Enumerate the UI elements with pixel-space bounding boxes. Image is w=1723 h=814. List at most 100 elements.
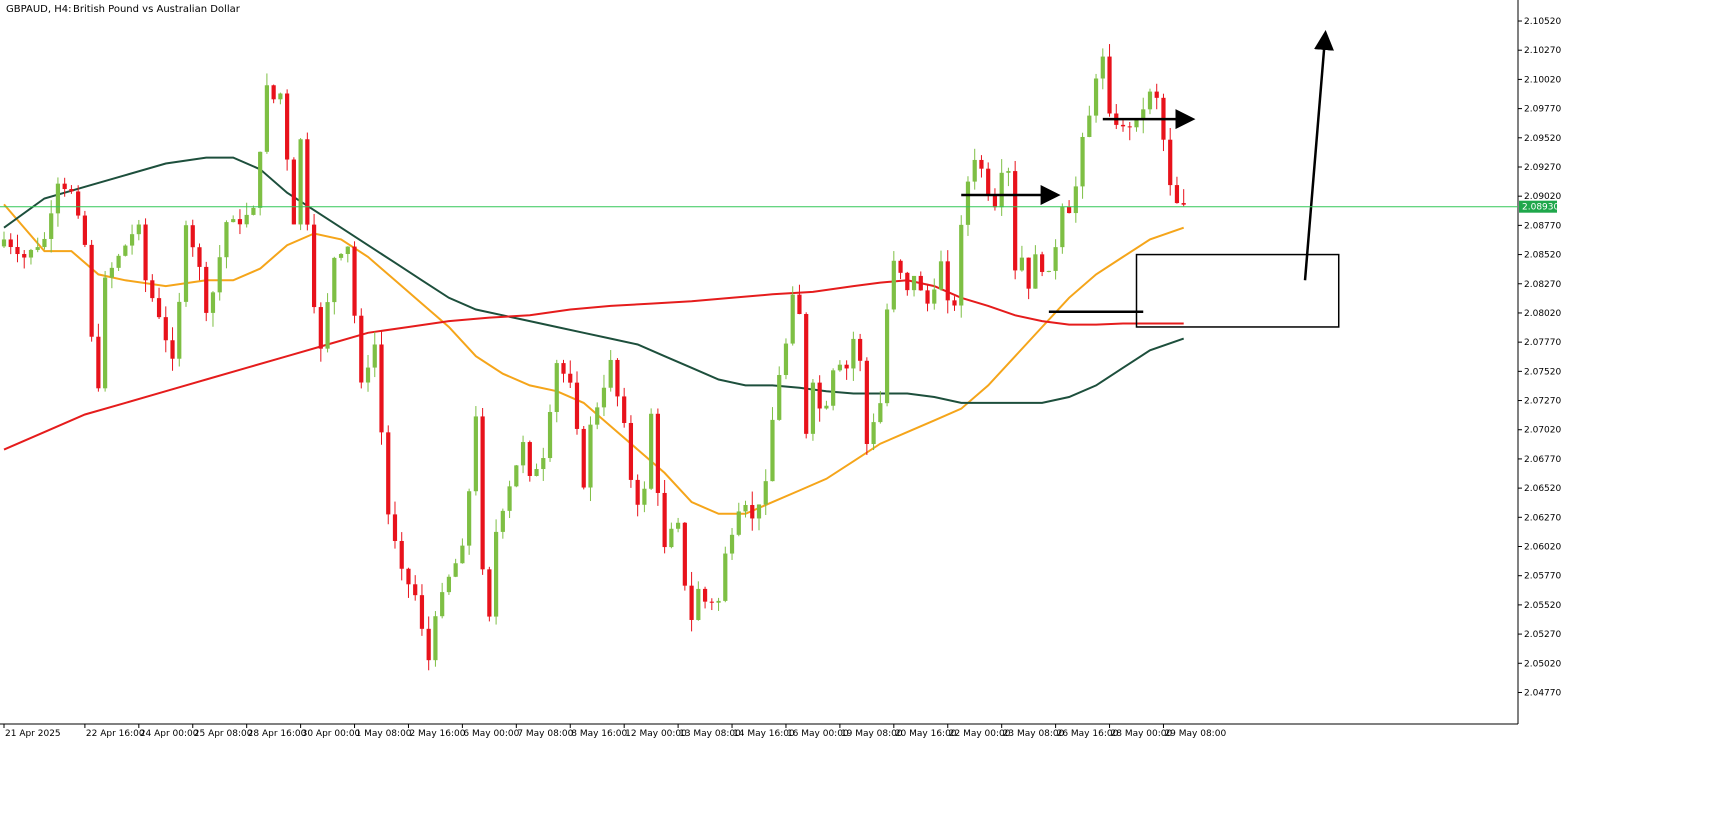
candle-bull [177,301,182,359]
candle-bull [729,534,735,554]
x-tick-label: 28 Apr 16:00 [248,729,307,739]
candle-bear [419,595,425,629]
candle-bull [938,261,944,290]
candle-bear [858,338,863,361]
y-tick-label: 2.05270 [1524,630,1561,640]
candle-bear [1120,124,1126,127]
y-tick-label: 2.10020 [1524,75,1561,85]
candle-bull [231,219,236,223]
candle-bull [365,367,371,383]
y-tick-label: 2.07270 [1524,397,1561,407]
candle-bull [837,364,842,371]
y-tick-label: 2.04770 [1524,688,1561,698]
candle-bear [379,344,384,433]
candle-bear [150,280,155,299]
candle-bull [972,159,977,182]
candle-bull [999,172,1004,208]
candle-bear [952,300,957,306]
candle-bull [831,370,836,406]
candle-bull [473,416,478,492]
candle-bull [1,239,7,247]
candle-bear [305,139,310,225]
candle-bull [554,363,559,413]
candle-bear [480,416,485,570]
candle-bear [406,568,411,585]
y-tick-label: 2.06020 [1524,543,1561,553]
candle-bull [1087,115,1092,137]
y-tick-label: 2.08520 [1524,251,1561,261]
x-tick-label: 20 May 16:00 [895,729,957,739]
candle-bear [386,432,391,515]
candle-bull [534,469,539,476]
candle-bull [1147,91,1153,110]
candle-bull [298,139,303,225]
y-tick-label: 2.09020 [1524,192,1561,202]
x-tick-label: 21 Apr 2025 [5,729,61,739]
candle-bear [1026,257,1031,289]
candle-bull [756,504,762,519]
candle-bull [49,213,54,239]
candle-bear [750,505,755,519]
moving-average-ma_fast [3,203,1185,515]
candle-bear [561,363,566,374]
candle-bull [372,344,377,368]
candle-bear [527,442,532,476]
candle-bull [1100,56,1105,79]
candle-bear [898,260,903,273]
y-tick-label: 2.08270 [1524,280,1561,290]
candle-bear [62,183,67,190]
y-tick-label: 2.07770 [1524,338,1561,348]
y-tick-label: 2.05020 [1524,659,1561,669]
x-tick-label: 30 Apr 00:00 [302,729,361,739]
candle-bull [514,465,519,487]
candle-bear [8,239,13,248]
x-tick-label: 22 Apr 16:00 [86,729,145,739]
candle-bull [332,257,337,303]
candle-bull [696,588,701,620]
candle-bull [1080,136,1085,187]
x-tick-label: 24 Apr 00:00 [140,729,199,739]
candle-bull [224,222,229,258]
x-tick-label: 25 Apr 08:00 [194,729,253,739]
candle-bear [905,272,910,291]
candle-bull [588,424,593,488]
candle-bull [183,225,189,302]
x-tick-label: 7 May 08:00 [517,729,573,739]
candle-bull [547,412,553,459]
candle-bull [123,245,128,256]
candle-bull [884,309,890,404]
candle-bear [237,219,243,225]
candle-bull [453,563,458,577]
candle-bear [1181,203,1186,205]
candle-bear [89,244,94,337]
current-price-tag [1519,200,1557,213]
y-tick-label: 2.05770 [1524,572,1561,582]
candle-bear [15,247,20,255]
candle-bear [392,514,398,541]
candle-bear [143,224,148,281]
y-tick-label: 2.08770 [1524,221,1561,231]
candle-bull [676,522,681,529]
candle-bear [96,336,101,389]
candle-bull [338,253,344,258]
candle-bull [264,85,270,152]
candle-bull [608,359,613,388]
candle-bear [945,261,950,301]
candle-bear [1066,207,1072,214]
moving-average-ma_mid [3,156,1185,404]
candle-bear [399,540,404,569]
candle-bull [1134,119,1139,128]
x-tick-label: 16 May 00:00 [787,729,849,739]
candle-bull [810,382,816,434]
x-tick-label: 6 May 00:00 [463,729,519,739]
candle-bull [440,592,445,617]
rectangle-zone [1135,253,1340,328]
candle-bear [359,315,364,383]
candle-bull [891,260,896,310]
candle-bull [129,234,135,246]
candle-bear [1174,185,1180,204]
x-tick-label: 28 May 00:00 [1111,729,1173,739]
candle-bull [217,257,222,293]
